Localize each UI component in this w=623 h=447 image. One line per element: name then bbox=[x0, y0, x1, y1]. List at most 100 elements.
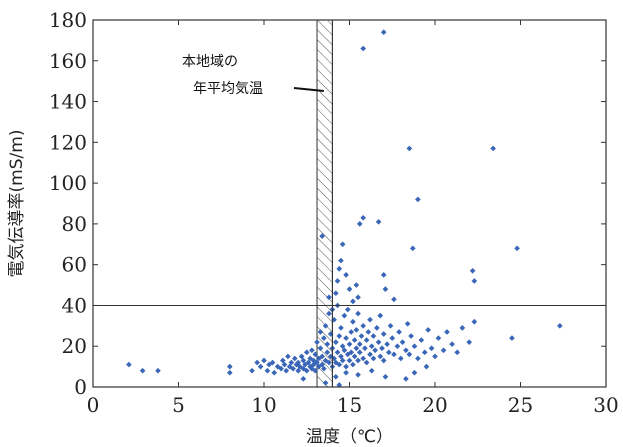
data-point bbox=[351, 353, 358, 360]
x-tick-label: 20 bbox=[422, 393, 447, 417]
data-point bbox=[360, 355, 367, 362]
data-point bbox=[288, 359, 295, 366]
data-point bbox=[403, 376, 409, 382]
data-point bbox=[380, 29, 387, 36]
data-point bbox=[370, 355, 377, 362]
data-point bbox=[415, 196, 421, 203]
data-point bbox=[394, 343, 401, 350]
data-point bbox=[338, 257, 344, 264]
data-point bbox=[368, 367, 375, 374]
data-point bbox=[346, 341, 353, 348]
data-point bbox=[363, 359, 370, 366]
data-point bbox=[346, 286, 353, 292]
data-point bbox=[355, 294, 361, 301]
y-tick-label: 100 bbox=[49, 171, 87, 195]
data-point bbox=[411, 343, 418, 350]
data-point bbox=[334, 278, 341, 284]
data-point bbox=[305, 359, 312, 366]
data-point bbox=[418, 337, 425, 343]
x-tick-label: 15 bbox=[337, 393, 362, 417]
data-point bbox=[425, 327, 431, 333]
data-point bbox=[314, 359, 320, 366]
data-point bbox=[415, 355, 421, 362]
annotation-line-1: 本地域の bbox=[182, 54, 238, 70]
data-point bbox=[353, 327, 360, 333]
data-point bbox=[374, 325, 380, 331]
y-axis-title: 電気伝導率(mS/m) bbox=[7, 130, 27, 278]
data-point bbox=[336, 361, 343, 368]
data-point bbox=[309, 347, 315, 354]
data-point bbox=[380, 357, 387, 364]
data-point bbox=[312, 367, 319, 374]
data-point bbox=[368, 343, 375, 350]
data-point bbox=[254, 359, 260, 366]
data-point bbox=[360, 214, 367, 221]
axis-ticks bbox=[92, 19, 607, 388]
data-point bbox=[408, 333, 414, 339]
data-point bbox=[367, 316, 373, 323]
x-tick-label: 30 bbox=[593, 393, 618, 417]
data-point bbox=[283, 367, 290, 374]
data-point bbox=[278, 365, 284, 372]
data-point bbox=[449, 341, 455, 348]
data-point bbox=[321, 335, 327, 341]
data-point bbox=[471, 278, 478, 284]
data-points bbox=[126, 29, 563, 388]
data-point bbox=[377, 353, 384, 360]
data-point bbox=[338, 325, 344, 331]
y-tick-label: 160 bbox=[49, 49, 87, 73]
data-point bbox=[386, 349, 392, 356]
data-point bbox=[271, 369, 278, 376]
data-point bbox=[324, 341, 331, 348]
data-point bbox=[350, 318, 356, 325]
data-point bbox=[343, 369, 349, 376]
reference-lines bbox=[93, 20, 606, 387]
data-point bbox=[377, 312, 384, 319]
x-tick-label: 0 bbox=[87, 393, 100, 417]
data-point bbox=[290, 365, 296, 372]
data-point bbox=[440, 347, 447, 354]
data-point bbox=[285, 353, 291, 360]
data-point bbox=[261, 357, 267, 364]
data-point bbox=[249, 367, 255, 374]
data-point bbox=[348, 349, 355, 356]
x-tick-label: 25 bbox=[508, 393, 533, 417]
data-point bbox=[317, 345, 324, 352]
data-point bbox=[126, 361, 132, 368]
data-point bbox=[406, 351, 413, 358]
data-point bbox=[336, 382, 343, 388]
data-point bbox=[332, 339, 339, 345]
data-point bbox=[409, 245, 416, 252]
data-point bbox=[380, 331, 387, 337]
data-point bbox=[344, 306, 351, 313]
data-point bbox=[365, 329, 372, 335]
y-tick-label: 60 bbox=[62, 253, 87, 277]
data-point bbox=[406, 145, 413, 152]
data-point bbox=[423, 363, 430, 370]
y-tick-label: 20 bbox=[62, 334, 87, 358]
data-point bbox=[326, 310, 332, 317]
data-point bbox=[356, 341, 363, 348]
data-point bbox=[295, 359, 302, 366]
data-point bbox=[370, 333, 377, 339]
data-point bbox=[341, 312, 348, 319]
x-axis-title: 温度（℃） bbox=[306, 427, 393, 447]
data-point bbox=[343, 335, 349, 341]
data-point bbox=[444, 329, 450, 335]
data-point bbox=[367, 351, 373, 358]
data-point bbox=[375, 219, 382, 225]
annotation-leader bbox=[293, 87, 324, 92]
data-point bbox=[350, 361, 356, 368]
y-tick-label: 80 bbox=[62, 212, 87, 236]
data-point bbox=[399, 339, 406, 345]
data-point bbox=[471, 318, 478, 325]
data-point bbox=[411, 369, 418, 376]
data-point bbox=[490, 145, 496, 152]
data-point bbox=[435, 335, 442, 341]
data-point bbox=[469, 267, 476, 274]
data-point bbox=[389, 335, 396, 341]
data-point bbox=[341, 347, 348, 354]
data-point bbox=[322, 323, 329, 329]
data-point bbox=[303, 349, 310, 356]
data-point bbox=[355, 310, 361, 317]
